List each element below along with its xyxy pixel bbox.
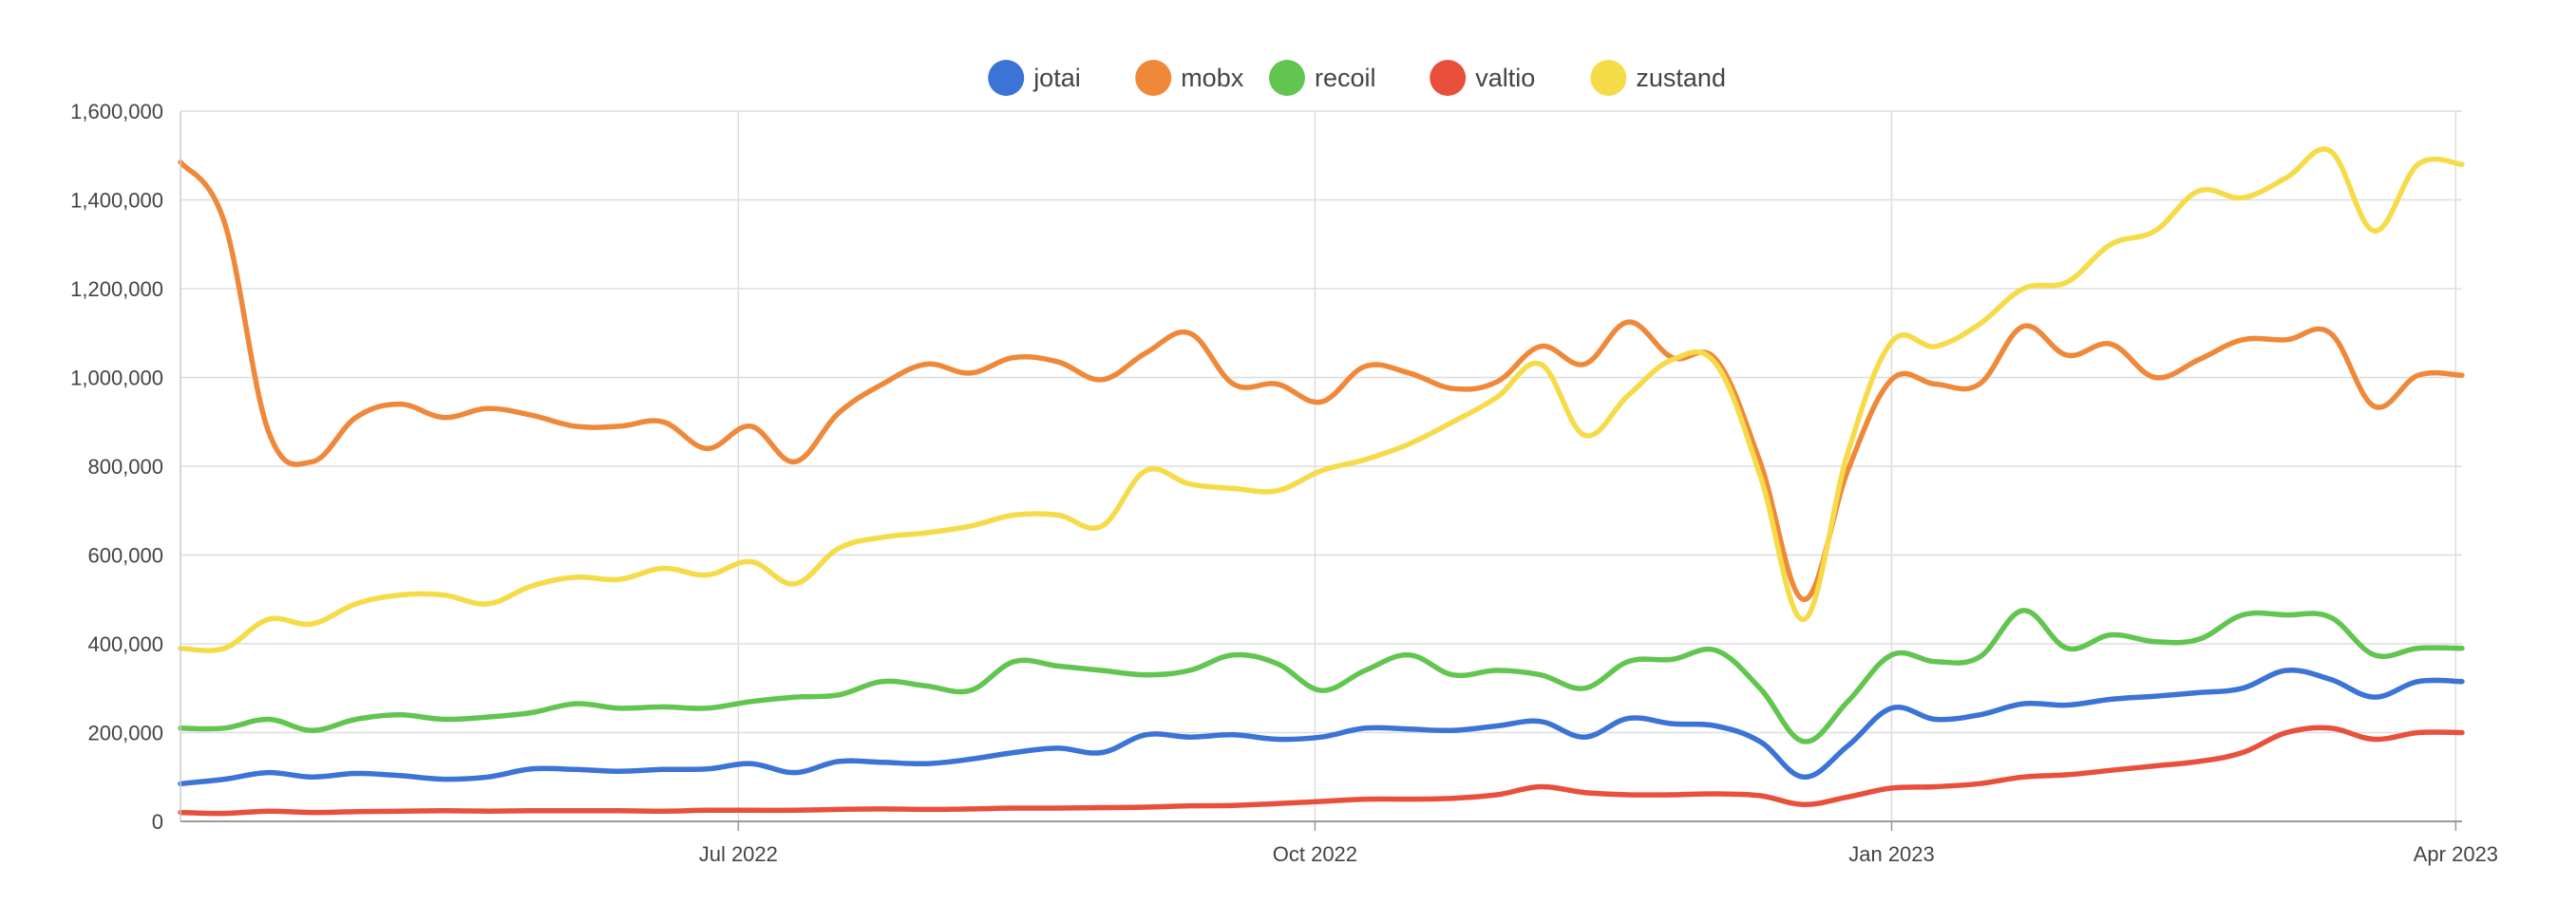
legend-label: recoil xyxy=(1315,64,1376,92)
x-tick-label: Oct 2022 xyxy=(1273,842,1357,866)
legend-swatch xyxy=(1430,60,1467,96)
legend-item-recoil[interactable]: recoil xyxy=(1269,60,1376,96)
legend-label: valtio xyxy=(1475,64,1535,92)
legend-swatch xyxy=(988,60,1025,96)
x-tick-label: Apr 2023 xyxy=(2414,842,2498,866)
legend-item-mobx[interactable]: mobx xyxy=(1135,60,1244,96)
x-tick-label: Jan 2023 xyxy=(1848,842,1935,866)
y-tick-label: 800,000 xyxy=(87,455,163,479)
y-tick-label: 600,000 xyxy=(87,544,163,568)
legend-swatch xyxy=(1135,60,1172,96)
y-tick-label: 200,000 xyxy=(87,722,163,745)
legend-item-jotai[interactable]: jotai xyxy=(988,60,1081,96)
legend-item-valtio[interactable]: valtio xyxy=(1430,60,1535,96)
gridlines xyxy=(180,110,2462,822)
series-line-mobx[interactable] xyxy=(178,160,2465,603)
series-line-recoil[interactable] xyxy=(178,608,2465,744)
series-line-jotai[interactable] xyxy=(178,667,2465,787)
y-tick-label: 1,600,000 xyxy=(70,100,163,123)
series-lines xyxy=(178,146,2465,817)
legend[interactable]: jotai mobx recoil valtio zustand xyxy=(988,60,1726,96)
y-tick-label: 1,400,000 xyxy=(70,189,163,213)
legend-label: jotai xyxy=(1032,64,1081,92)
series-line-zustand[interactable] xyxy=(178,146,2465,653)
legend-label: zustand xyxy=(1636,64,1726,92)
legend-item-zustand[interactable]: zustand xyxy=(1590,60,1726,96)
x-tick-label: Jul 2022 xyxy=(699,842,778,866)
legend-swatch xyxy=(1590,60,1627,96)
legend-label: mobx xyxy=(1181,64,1244,92)
y-tick-label: 0 xyxy=(152,810,163,834)
series-line-valtio[interactable] xyxy=(178,725,2465,817)
axes: 0 200,000 400,000 600,000 800,000 1,000,000 1,… xyxy=(70,100,2498,866)
y-tick-label: 1,000,000 xyxy=(70,367,163,390)
y-tick-label: 1,200,000 xyxy=(70,277,163,301)
legend-swatch xyxy=(1269,60,1305,96)
y-tick-label: 400,000 xyxy=(87,632,163,656)
